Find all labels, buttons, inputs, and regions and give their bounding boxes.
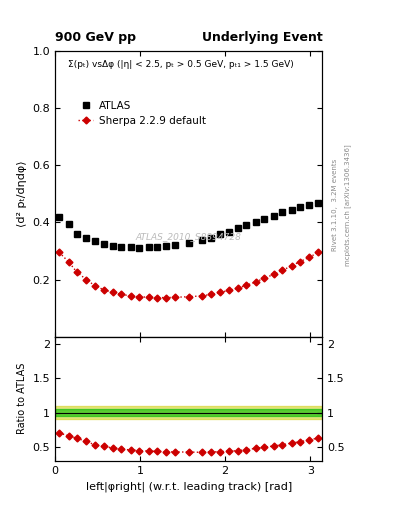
Sherpa 2.2.9 default [289, 263, 294, 269]
ATLAS [289, 206, 294, 212]
Sherpa 2.2.9 default [119, 291, 124, 297]
ATLAS [253, 220, 258, 226]
Text: ATLAS_2010_S8894728: ATLAS_2010_S8894728 [136, 232, 242, 241]
Line: ATLAS: ATLAS [56, 200, 321, 251]
Text: Rivet 3.1.10,  3.2M events: Rivet 3.1.10, 3.2M events [332, 159, 338, 251]
Y-axis label: ⟨d² pₜ/dηdφ⟩: ⟨d² pₜ/dηdφ⟩ [17, 161, 27, 227]
ATLAS [316, 200, 320, 206]
X-axis label: left|φright| (w.r.t. leading track) [rad]: left|φright| (w.r.t. leading track) [rad… [86, 481, 292, 492]
Y-axis label: Ratio to ATLAS: Ratio to ATLAS [17, 363, 27, 434]
Sherpa 2.2.9 default [57, 249, 62, 255]
ATLAS [244, 222, 249, 228]
Sherpa 2.2.9 default [244, 282, 249, 288]
ATLAS [137, 245, 141, 251]
Legend: ATLAS, Sherpa 2.2.9 default: ATLAS, Sherpa 2.2.9 default [73, 96, 210, 130]
ATLAS [66, 221, 71, 227]
ATLAS [226, 228, 231, 234]
ATLAS [164, 243, 169, 249]
Sherpa 2.2.9 default [146, 294, 151, 301]
Sherpa 2.2.9 default [164, 294, 169, 301]
ATLAS [75, 231, 79, 237]
Sherpa 2.2.9 default [280, 267, 285, 273]
Text: Σ(pₜ) vsΔφ (|η| < 2.5, pₜ > 0.5 GeV, pₜ₁ > 1.5 GeV): Σ(pₜ) vsΔφ (|η| < 2.5, pₜ > 0.5 GeV, pₜ₁… [68, 60, 294, 69]
Sherpa 2.2.9 default [186, 294, 191, 300]
Bar [55, 409, 322, 416]
Text: mcplots.cern.ch [arXiv:1306.3436]: mcplots.cern.ch [arXiv:1306.3436] [344, 144, 351, 266]
Sherpa 2.2.9 default [66, 259, 71, 265]
Sherpa 2.2.9 default [298, 259, 302, 265]
Sherpa 2.2.9 default [155, 294, 160, 301]
Line: Sherpa 2.2.9 default: Sherpa 2.2.9 default [57, 250, 320, 300]
Sherpa 2.2.9 default [84, 276, 89, 283]
ATLAS [200, 237, 204, 243]
Sherpa 2.2.9 default [235, 285, 240, 291]
Sherpa 2.2.9 default [316, 249, 320, 255]
ATLAS [101, 241, 106, 247]
Sherpa 2.2.9 default [93, 283, 97, 289]
ATLAS [173, 242, 177, 248]
ATLAS [271, 213, 276, 219]
Sherpa 2.2.9 default [307, 254, 312, 261]
Sherpa 2.2.9 default [208, 291, 213, 297]
Sherpa 2.2.9 default [173, 294, 177, 301]
ATLAS [262, 216, 266, 222]
Sherpa 2.2.9 default [110, 289, 115, 295]
Sherpa 2.2.9 default [75, 269, 79, 275]
ATLAS [208, 235, 213, 241]
ATLAS [129, 244, 133, 250]
Sherpa 2.2.9 default [218, 289, 222, 295]
Sherpa 2.2.9 default [253, 279, 258, 285]
ATLAS [110, 243, 115, 249]
ATLAS [280, 209, 285, 216]
Text: 900 GeV pp: 900 GeV pp [55, 31, 136, 44]
Text: Underlying Event: Underlying Event [202, 31, 322, 44]
ATLAS [298, 204, 302, 210]
Sherpa 2.2.9 default [137, 294, 141, 300]
ATLAS [84, 235, 89, 241]
Sherpa 2.2.9 default [101, 287, 106, 293]
ATLAS [307, 202, 312, 208]
ATLAS [93, 238, 97, 244]
ATLAS [146, 244, 151, 250]
Bar [55, 406, 322, 419]
Sherpa 2.2.9 default [129, 293, 133, 299]
ATLAS [218, 231, 222, 238]
ATLAS [235, 225, 240, 231]
Sherpa 2.2.9 default [262, 275, 266, 281]
ATLAS [57, 214, 62, 220]
ATLAS [155, 244, 160, 250]
Sherpa 2.2.9 default [271, 271, 276, 278]
ATLAS [119, 244, 124, 250]
Sherpa 2.2.9 default [226, 287, 231, 293]
ATLAS [186, 240, 191, 246]
Sherpa 2.2.9 default [200, 293, 204, 299]
